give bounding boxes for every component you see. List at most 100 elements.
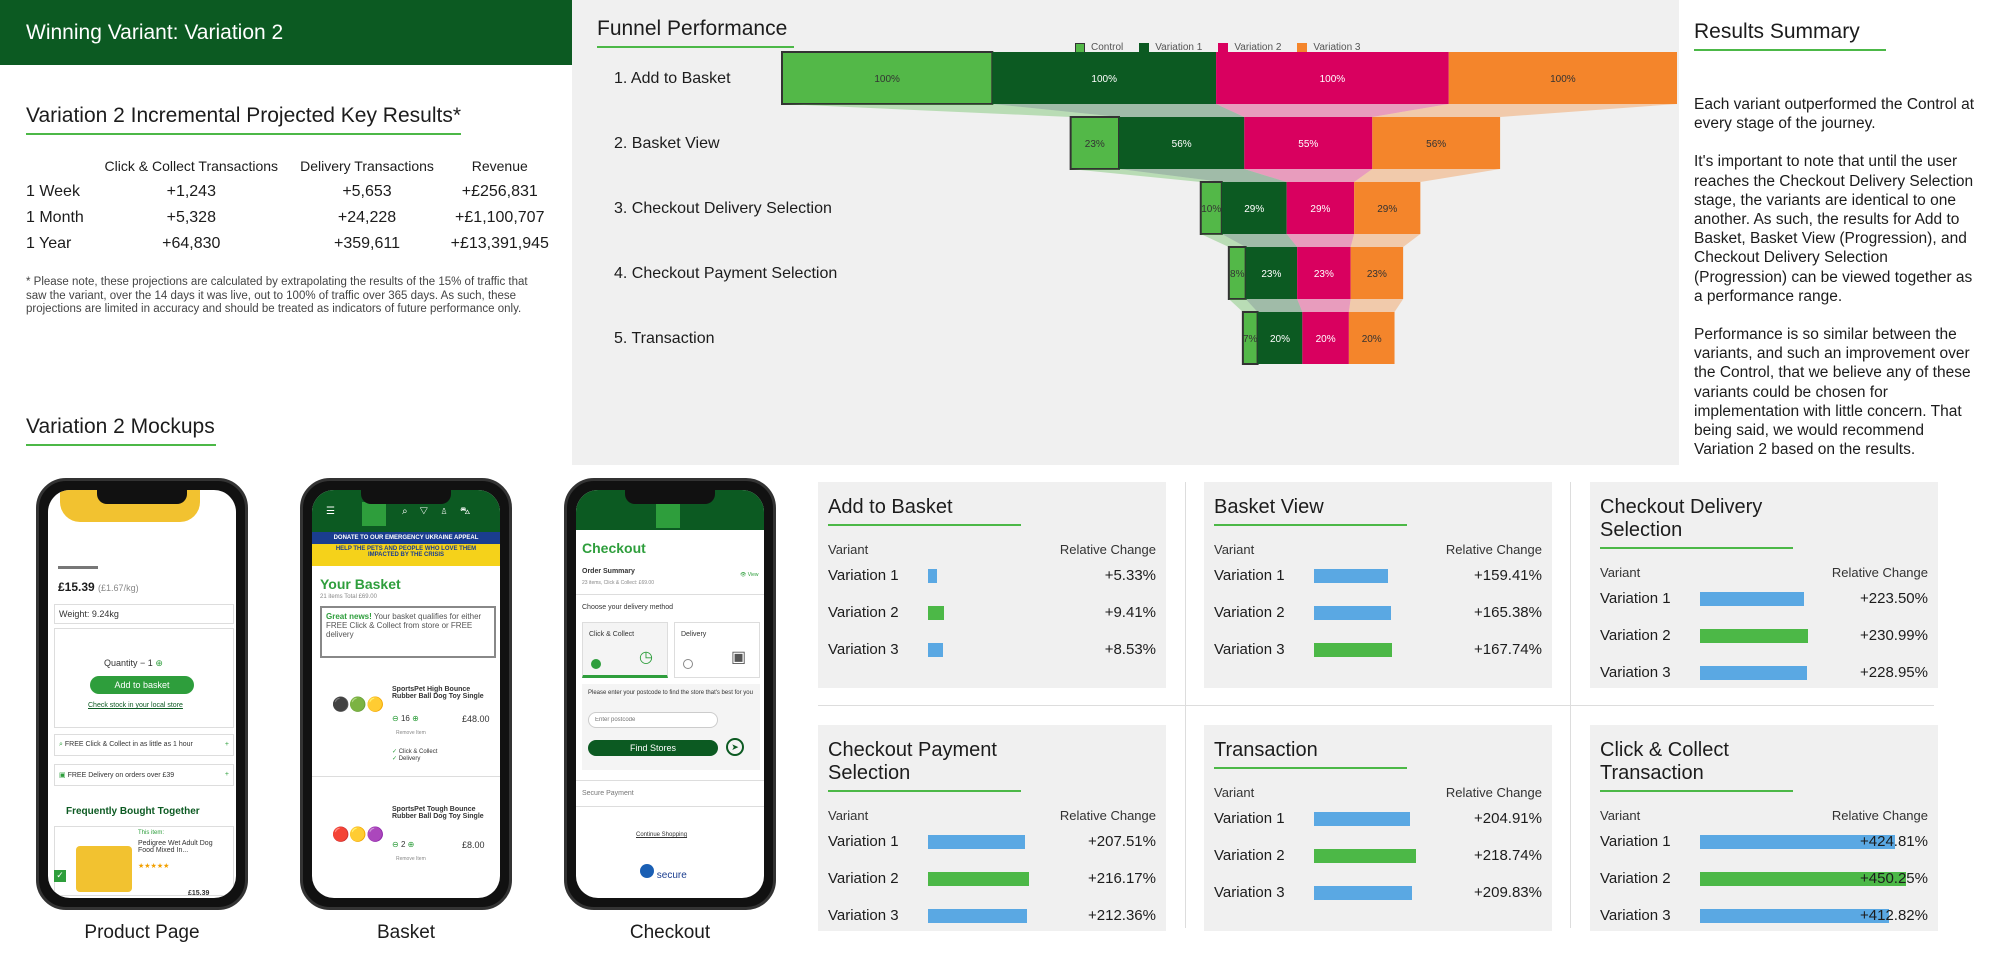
card-row: Variation 3 +209.83% — [1214, 874, 1542, 911]
change-bar — [1314, 811, 1410, 826]
funnel-connector — [1119, 169, 1287, 182]
change-value: +5.33% — [1104, 567, 1156, 584]
change-header: Relative Change — [1445, 785, 1542, 800]
add-to-basket-button[interactable]: Add to basket — [90, 676, 194, 694]
funnel-bar — [1244, 117, 1373, 169]
card-row: Variation 1 +223.50% — [1600, 580, 1928, 617]
change-value: +8.53% — [1104, 641, 1156, 658]
results-section-title: Variation 2 Incremental Projected Key Re… — [26, 104, 461, 135]
delivery-option[interactable]: Delivery ▣ — [674, 622, 760, 678]
logo — [656, 504, 680, 528]
legend-label: Control — [1091, 42, 1124, 53]
item-quantity[interactable]: 2 — [400, 840, 406, 849]
secure-badge: secure — [640, 864, 687, 881]
summary-paragraph: Performance is so similar between the va… — [1694, 326, 1971, 459]
results-cell: +64,830 — [162, 235, 221, 252]
funnel-connector — [992, 104, 1245, 117]
variant-name: Variation 1 — [1600, 833, 1671, 850]
variant-name: Variation 2 — [1600, 627, 1671, 644]
view-order-button[interactable]: 👁 View — [740, 572, 759, 578]
results-column-header: Click & Collect Transactions — [104, 158, 279, 174]
basket-title: Your Basket — [320, 576, 401, 592]
variant-header: Variant — [1600, 808, 1641, 823]
toolbar-icons[interactable]: ⌕▽♙⛍ — [402, 506, 483, 517]
funnel-value-label: 29% — [1377, 204, 1397, 215]
funnel-value-label: 100% — [1091, 74, 1117, 85]
funnel-value-label: 23% — [1261, 269, 1281, 280]
funnel-value-label: 100% — [1550, 74, 1576, 85]
variant-name: Variation 2 — [828, 870, 899, 887]
change-value: +230.99% — [1860, 627, 1928, 644]
item-quantity[interactable]: 16 — [400, 714, 410, 723]
change-value: +424.81% — [1860, 833, 1928, 850]
funnel-bar — [1354, 182, 1421, 234]
radio-selected[interactable] — [591, 659, 601, 669]
results-row: 1 Month +5,328 +24,228 +£1,100,707 — [26, 205, 556, 231]
funnel-connector — [1070, 169, 1222, 182]
find-stores-button[interactable]: Find Stores — [588, 740, 718, 756]
delivery-info[interactable]: ▣ FREE Delivery on orders over £39 + — [54, 764, 234, 786]
quantity-stepper[interactable]: 1 — [147, 658, 153, 668]
remove-item-link[interactable]: Remove Item — [396, 856, 426, 862]
basket-item-name: SportsPet High Bounce Rubber Ball Dog To… — [392, 686, 484, 700]
change-bar — [1314, 568, 1389, 583]
results-column-header: Delivery Transactions — [300, 158, 434, 174]
ball-toy-image: 🔴🟡🟣 — [332, 826, 385, 842]
funnel-value-label: 8% — [1230, 269, 1245, 280]
change-value: +209.83% — [1474, 884, 1542, 901]
variant-name: Variation 1 — [828, 833, 899, 850]
results-column-header: Revenue — [471, 158, 528, 174]
change-value: +207.51% — [1088, 833, 1156, 850]
funnel-value-label: 7% — [1243, 334, 1258, 345]
checkbox-icon[interactable]: ✓ — [54, 870, 66, 882]
funnel-stage-label: 2. Basket View — [614, 135, 720, 152]
legend-swatch — [1218, 42, 1229, 53]
change-bar — [928, 834, 1025, 849]
card-row: Variation 1 +5.33% — [828, 557, 1156, 594]
funnel-value-label: 20% — [1316, 334, 1336, 345]
radio-unselected[interactable] — [683, 659, 693, 669]
click-collect-option[interactable]: Click & Collect ◷ — [582, 622, 668, 678]
funnel-connector — [1245, 299, 1303, 312]
postcode-input[interactable] — [588, 712, 718, 728]
remove-item-link[interactable]: Remove Item — [396, 730, 426, 736]
funnel-bar — [1257, 312, 1303, 364]
funnel-value-label: 29% — [1244, 204, 1264, 215]
legend-label: Variation 2 — [1234, 42, 1282, 53]
results-cell: +£13,391,945 — [450, 235, 549, 252]
funnel-value-label: 100% — [1320, 74, 1346, 85]
check-stock-link[interactable]: Check stock in your local store — [88, 702, 183, 709]
results-column-header — [26, 158, 92, 179]
menu-icon[interactable]: ☰ — [326, 506, 335, 517]
change-bar — [1700, 871, 1907, 886]
funnel-connector — [1244, 169, 1373, 182]
variant-name: Variation 3 — [828, 907, 899, 924]
variant-header: Variant — [1214, 542, 1255, 557]
funnel-value-label: 56% — [1426, 139, 1446, 150]
funnel-value-label: 20% — [1270, 334, 1290, 345]
funnel-connector — [1200, 234, 1246, 247]
metric-card: Transaction Variant Relative Change Varia… — [1204, 725, 1552, 931]
funnel-bar — [1286, 182, 1355, 234]
metric-card: Basket View Variant Relative Change Varia… — [1204, 482, 1552, 688]
click-collect-info[interactable]: ⌕ FREE Click & Collect in as little as 1… — [54, 734, 234, 756]
change-bar — [1700, 834, 1895, 849]
funnel-connector — [1348, 299, 1404, 312]
variant-header: Variant — [1600, 565, 1641, 580]
results-summary: Results Summary Each variant outperforme… — [1694, 20, 1984, 478]
rating-stars-icon: ★★★★★ — [138, 863, 170, 870]
card-row: Variation 1 +207.51% — [828, 823, 1156, 860]
locate-icon[interactable]: ➤ — [726, 738, 744, 756]
card-row: Variation 3 +412.82% — [1600, 897, 1928, 934]
summary-paragraph: Each variant outperformed the Control at… — [1694, 96, 1975, 133]
funnel-connector — [1286, 234, 1355, 247]
phone-product-page: £15.39 (£1.67/kg) Weight: 9.24kg Quantit… — [36, 478, 248, 910]
appeal-banner[interactable]: DONATE TO OUR EMERGENCY UKRAINE APPEAL — [312, 532, 500, 544]
continue-shopping-link[interactable]: Continue Shopping — [636, 832, 688, 838]
results-cell: +£1,100,707 — [455, 209, 545, 226]
funnel-bar — [1372, 117, 1501, 169]
logo — [362, 502, 386, 526]
card-title: Click & Collect Transaction — [1600, 739, 1793, 792]
variant-name: Variation 3 — [828, 641, 899, 658]
change-value: +9.41% — [1104, 604, 1156, 621]
